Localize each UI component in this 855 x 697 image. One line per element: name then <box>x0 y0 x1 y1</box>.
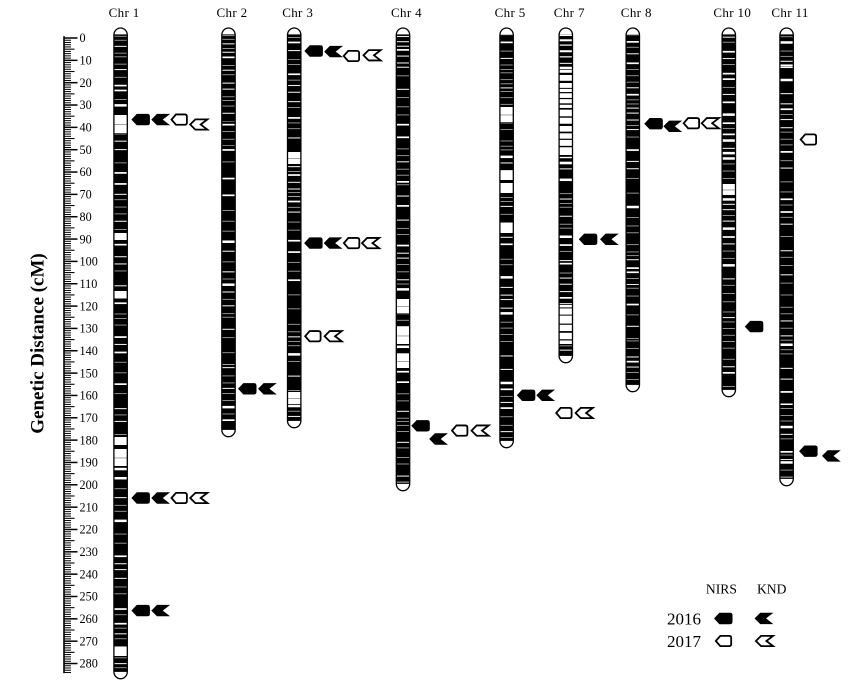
svg-text:130: 130 <box>80 322 98 336</box>
svg-text:20: 20 <box>80 76 92 90</box>
svg-text:260: 260 <box>80 612 98 626</box>
svg-text:170: 170 <box>80 411 98 425</box>
svg-text:230: 230 <box>80 545 98 559</box>
svg-text:180: 180 <box>80 433 98 447</box>
svg-text:220: 220 <box>80 523 98 537</box>
svg-text:70: 70 <box>80 188 92 202</box>
svg-text:100: 100 <box>80 255 98 269</box>
svg-text:160: 160 <box>80 389 98 403</box>
svg-text:Chr 1: Chr 1 <box>109 5 140 20</box>
svg-text:40: 40 <box>80 121 92 135</box>
svg-text:200: 200 <box>80 478 98 492</box>
svg-text:270: 270 <box>80 634 98 648</box>
svg-text:90: 90 <box>80 232 92 246</box>
svg-text:0: 0 <box>80 31 86 45</box>
svg-text:Genetic Distance (cM): Genetic Distance (cM) <box>28 253 49 433</box>
svg-text:240: 240 <box>80 567 98 581</box>
svg-text:Chr 5: Chr 5 <box>495 5 526 20</box>
svg-text:Chr 7: Chr 7 <box>554 5 585 20</box>
svg-text:120: 120 <box>80 299 98 313</box>
svg-text:Chr 11: Chr 11 <box>771 5 808 20</box>
svg-text:Chr 2: Chr 2 <box>217 5 248 20</box>
svg-text:KND: KND <box>757 582 787 597</box>
svg-text:150: 150 <box>80 366 98 380</box>
svg-text:110: 110 <box>80 277 98 291</box>
svg-text:210: 210 <box>80 500 98 514</box>
svg-text:Chr 10: Chr 10 <box>713 5 751 20</box>
svg-text:NIRS: NIRS <box>706 582 737 597</box>
svg-text:80: 80 <box>80 210 92 224</box>
svg-text:280: 280 <box>80 657 98 671</box>
svg-text:Chr 8: Chr 8 <box>621 5 652 20</box>
svg-text:10: 10 <box>80 54 92 68</box>
svg-text:50: 50 <box>80 143 92 157</box>
svg-text:190: 190 <box>80 456 98 470</box>
svg-text:2016: 2016 <box>667 610 701 629</box>
svg-text:Chr 4: Chr 4 <box>391 5 422 20</box>
svg-text:Chr 3: Chr 3 <box>282 5 313 20</box>
svg-text:250: 250 <box>80 590 98 604</box>
svg-text:30: 30 <box>80 98 92 112</box>
svg-text:140: 140 <box>80 344 98 358</box>
svg-text:2017: 2017 <box>667 632 702 651</box>
svg-text:60: 60 <box>80 165 92 179</box>
